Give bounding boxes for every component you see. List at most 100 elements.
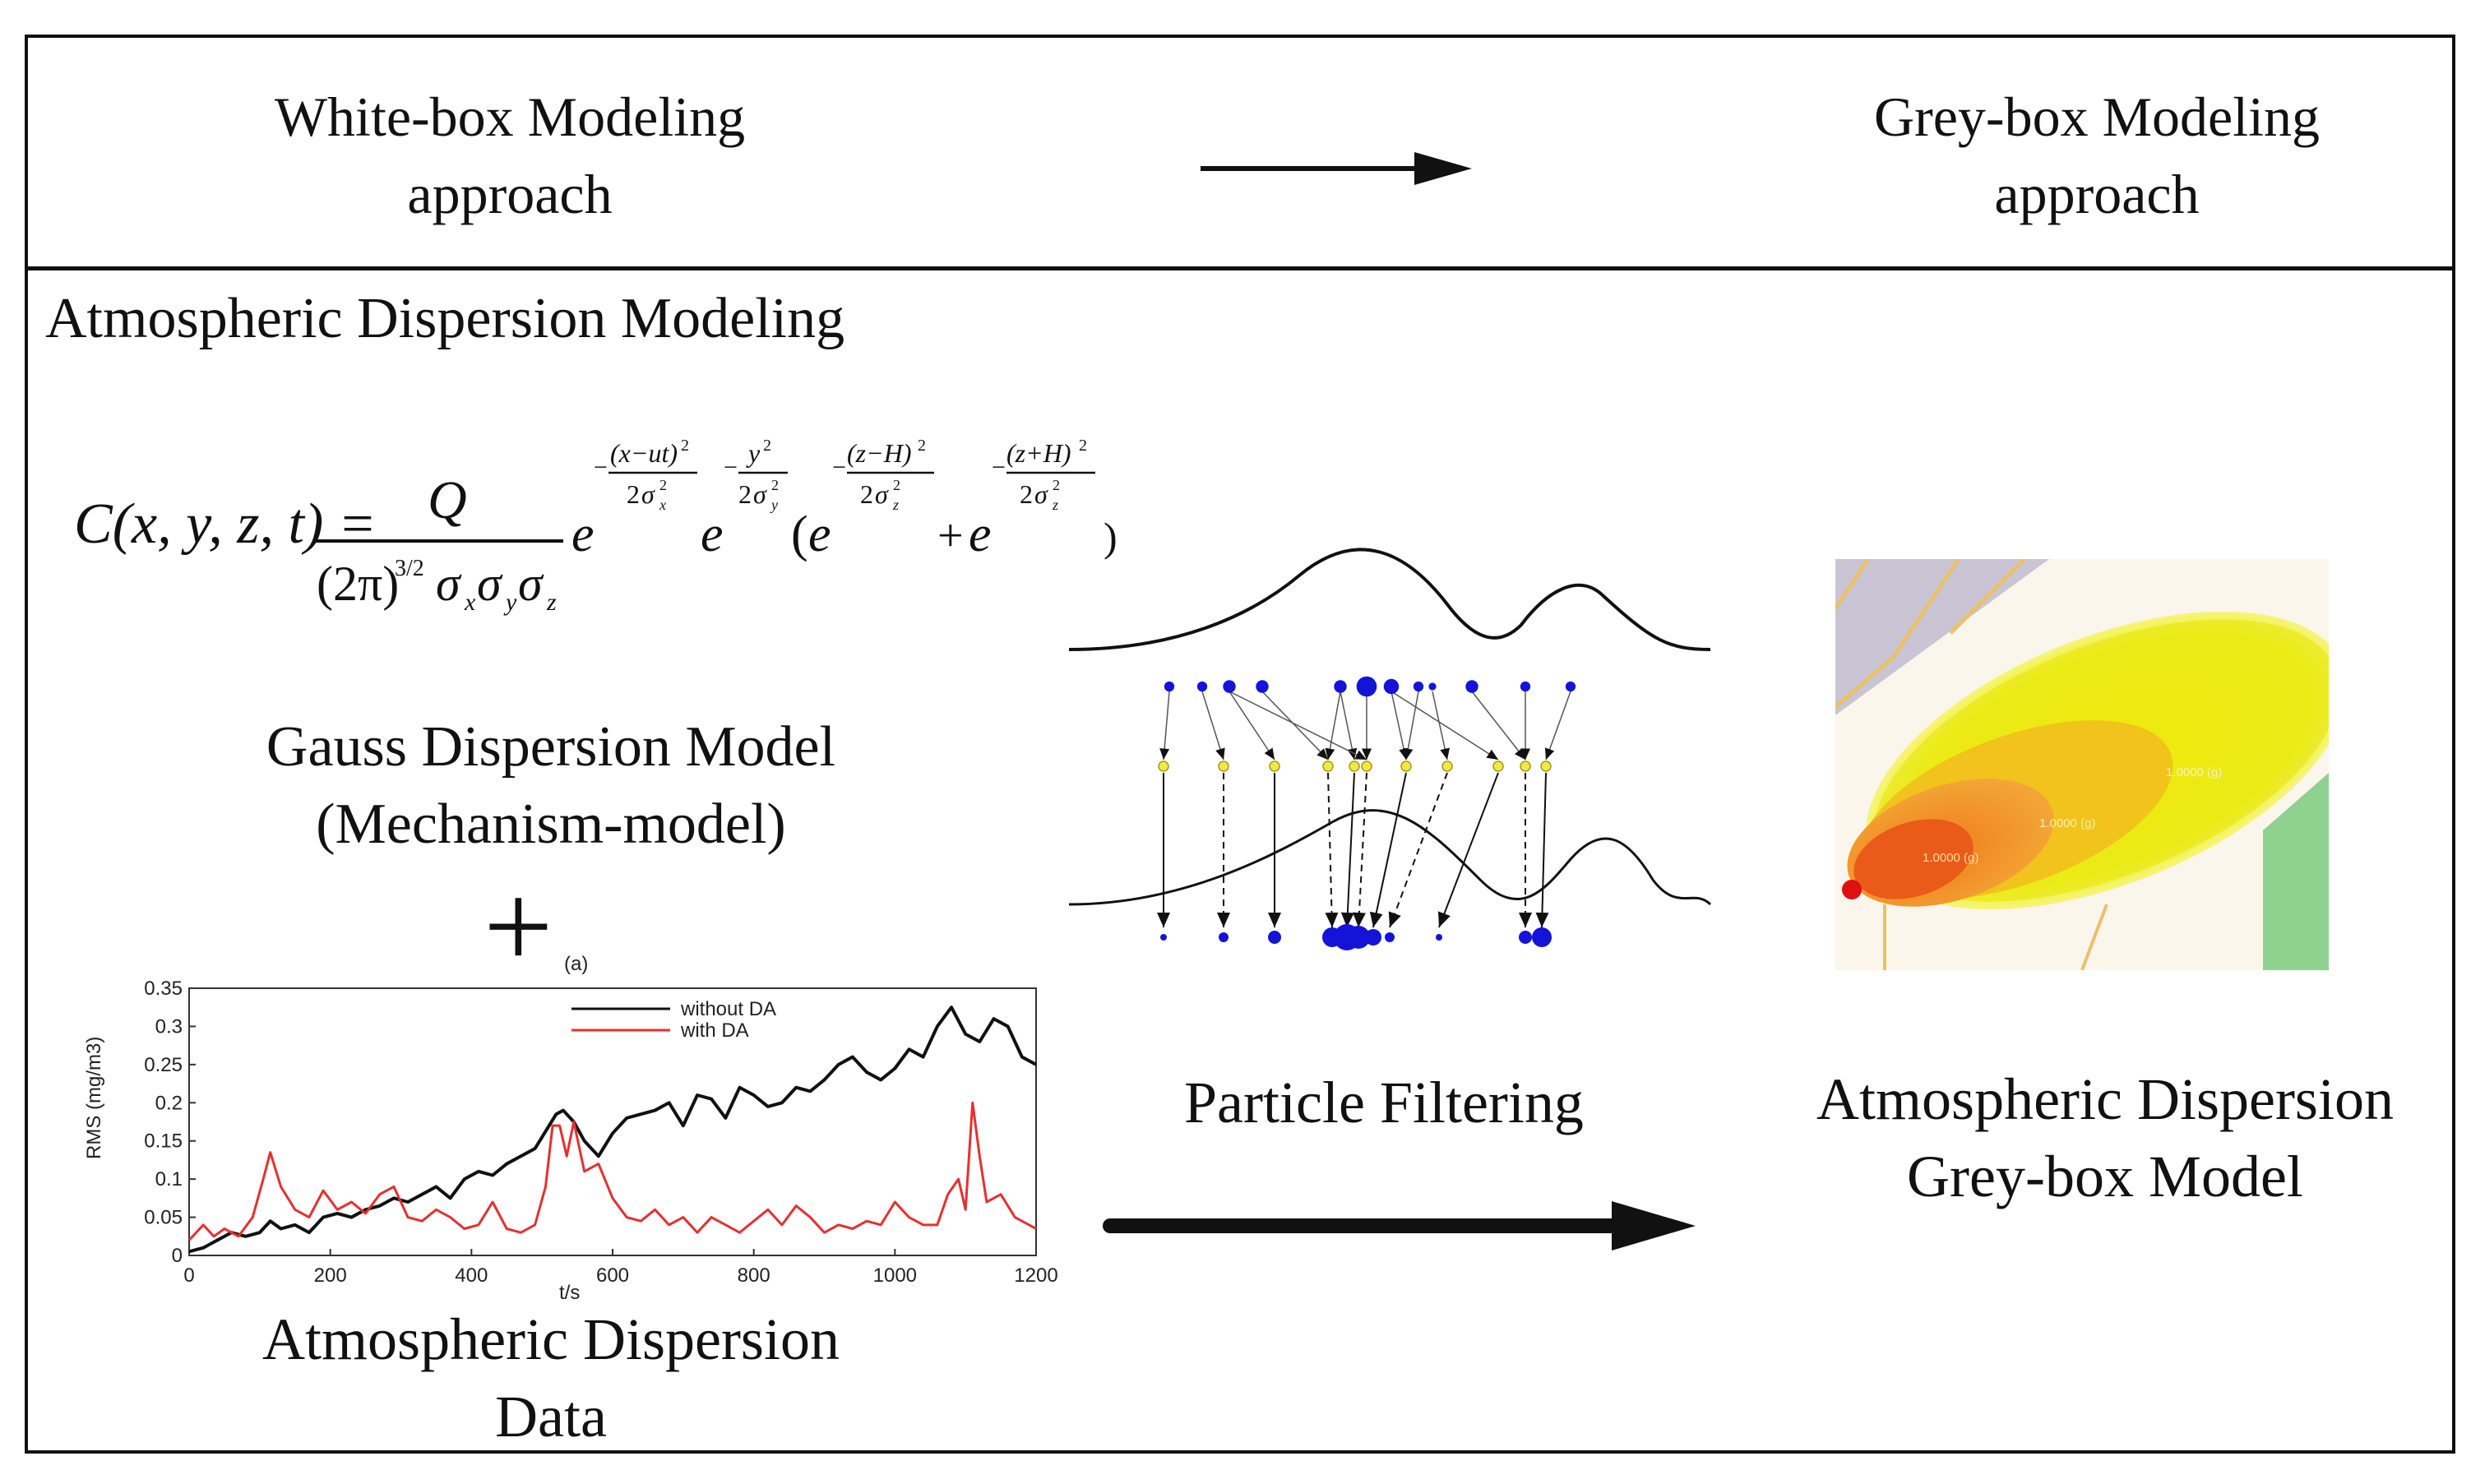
plume-red-core xyxy=(1853,819,1974,899)
particle-filtering-label: Particle Filtering xyxy=(1184,1070,1584,1135)
formula-exp1-sigma: σ xyxy=(641,479,655,509)
prior-particle xyxy=(1383,678,1400,695)
header-divider xyxy=(25,266,2455,270)
weighted-particle xyxy=(1492,760,1504,772)
formula-exp4-den-sq: 2 xyxy=(1053,477,1060,493)
y-tick-label: 0 xyxy=(172,1245,183,1267)
particle-filter-diagram xyxy=(1068,548,1712,950)
formula-exp1-num: (x−ut) xyxy=(610,438,678,468)
formula-sub-x: x xyxy=(464,589,476,616)
formula-exp1-two: 2 xyxy=(627,479,640,509)
propagation-link xyxy=(1261,691,1329,760)
formula-exp3-sq: 2 xyxy=(918,437,926,455)
formula-exp2-den-sq: 2 xyxy=(771,477,779,493)
formula-e3: e xyxy=(808,506,831,562)
x-tick-label: 200 xyxy=(314,1264,347,1287)
propagation-link xyxy=(1391,691,1409,760)
formula-sigma-x: σ xyxy=(436,557,462,611)
white-box-line1: White-box Modeling xyxy=(274,86,746,148)
resample-link xyxy=(1437,772,1499,928)
formula-minus3: − xyxy=(832,454,846,481)
white-box-line2: approach xyxy=(407,163,613,225)
posterior-particle xyxy=(1365,929,1381,945)
weighted-particle xyxy=(1400,760,1412,772)
posterior-particle xyxy=(1519,931,1532,944)
prior-particle xyxy=(1413,681,1424,692)
header-arrow xyxy=(1201,152,1472,185)
formula-exp4-two: 2 xyxy=(1020,479,1033,509)
propagation-link xyxy=(1325,691,1341,760)
resample-link xyxy=(1388,772,1448,928)
chart-legend: without DA with DA xyxy=(571,998,776,1042)
prior-particle xyxy=(1565,681,1576,692)
resample-link xyxy=(1352,772,1367,928)
data-caption-line1: Atmospheric Dispersion xyxy=(262,1306,840,1372)
y-tick-label: 0.25 xyxy=(144,1054,183,1076)
map-label-3: 1.0000 (g) xyxy=(1923,851,1978,865)
grey-box-line1: Grey-box Modeling xyxy=(1873,86,2320,148)
white-box-heading: White-box Modeling approach xyxy=(230,78,789,233)
header-arrow-head xyxy=(1414,152,1472,185)
grey-box-line2: approach xyxy=(1994,163,2200,225)
prior-particle xyxy=(1334,680,1347,693)
formula-open-paren: ( xyxy=(791,506,808,562)
grey-box-heading: Grey-box Modeling approach xyxy=(1817,78,2376,233)
formula-denominator: (2π) xyxy=(317,557,399,611)
grey-box-model-line2: Grey-box Model xyxy=(1907,1144,2303,1209)
propagation-link xyxy=(1159,691,1170,760)
y-tick-label: 0.15 xyxy=(144,1130,183,1153)
resample-link xyxy=(1325,772,1339,928)
gauss-model-caption: Gauss Dispersion Model (Mechanism-model) xyxy=(189,709,913,863)
formula-denominator-exp: 3/2 xyxy=(395,556,424,581)
formula-sigma-z: σ xyxy=(518,557,544,611)
prior-particle xyxy=(1520,681,1531,692)
formula-close-paren: ) xyxy=(1104,514,1118,560)
formula-exp4-sigma: σ xyxy=(1034,479,1048,509)
formula-exp3-two: 2 xyxy=(860,479,873,509)
formula-numerator: Q xyxy=(428,470,467,530)
formula-exp4-sq: 2 xyxy=(1079,437,1087,455)
x-tick-label: 400 xyxy=(455,1264,488,1287)
weighted-particle xyxy=(1158,760,1169,772)
posterior-particle xyxy=(1532,927,1552,947)
posterior-particle xyxy=(1268,931,1281,944)
propagation-link xyxy=(1471,691,1526,760)
source-marker xyxy=(1842,880,1862,899)
data-caption: Atmospheric Dispersion Data xyxy=(189,1301,913,1455)
chart-ticks: 0 200 400 600 800 1000 1200 0 0.05 0.1 0.15 0.2 0.25… xyxy=(144,978,1057,1287)
formula-exp2-sub: y xyxy=(770,497,778,513)
prior-particle xyxy=(1196,681,1208,692)
formula-exp2-num: y xyxy=(746,438,761,468)
formula-exp3-num: (z−H) xyxy=(847,438,911,468)
propagation-link xyxy=(1201,691,1225,760)
gauss-model-line2: (Mechanism-model) xyxy=(316,793,786,856)
chart-xlabel: t/s xyxy=(559,1282,580,1304)
prior-particle xyxy=(1223,680,1236,693)
posterior-particle xyxy=(1347,926,1370,949)
propagation-link xyxy=(1432,691,1451,760)
formula-minus1: − xyxy=(594,454,608,481)
series-line-with-da xyxy=(187,1101,1037,1241)
formula-e2: e xyxy=(701,506,724,562)
weighted-particle xyxy=(1361,760,1372,772)
formula-exp2-sq: 2 xyxy=(763,437,771,455)
chart-ylabel: RMS (mg/m3) xyxy=(83,1037,105,1159)
posterior-particle xyxy=(1436,934,1442,941)
series-line-without-da xyxy=(188,1006,1037,1254)
weighted-particle xyxy=(1269,760,1280,772)
formula-exp4-sub: z xyxy=(1052,497,1058,513)
likelihood-curve xyxy=(1068,809,1712,906)
formula-e1: e xyxy=(571,506,595,562)
prior-particle xyxy=(1428,682,1437,691)
x-tick-label: 600 xyxy=(596,1264,629,1287)
map-label-2: 1.0000 (g) xyxy=(2039,816,2095,830)
formula-sub-y: y xyxy=(503,589,517,616)
formula-exp3-sigma: σ xyxy=(875,479,889,509)
y-tick-label: 0.35 xyxy=(144,978,183,1000)
formula-exp4-num: (z+H) xyxy=(1006,438,1071,468)
weighted-particle xyxy=(1218,760,1229,772)
weighted-particle xyxy=(1520,760,1531,772)
propagation-link xyxy=(1229,691,1275,760)
x-tick-label: 800 xyxy=(738,1264,770,1287)
map-green-area xyxy=(2263,773,2329,970)
